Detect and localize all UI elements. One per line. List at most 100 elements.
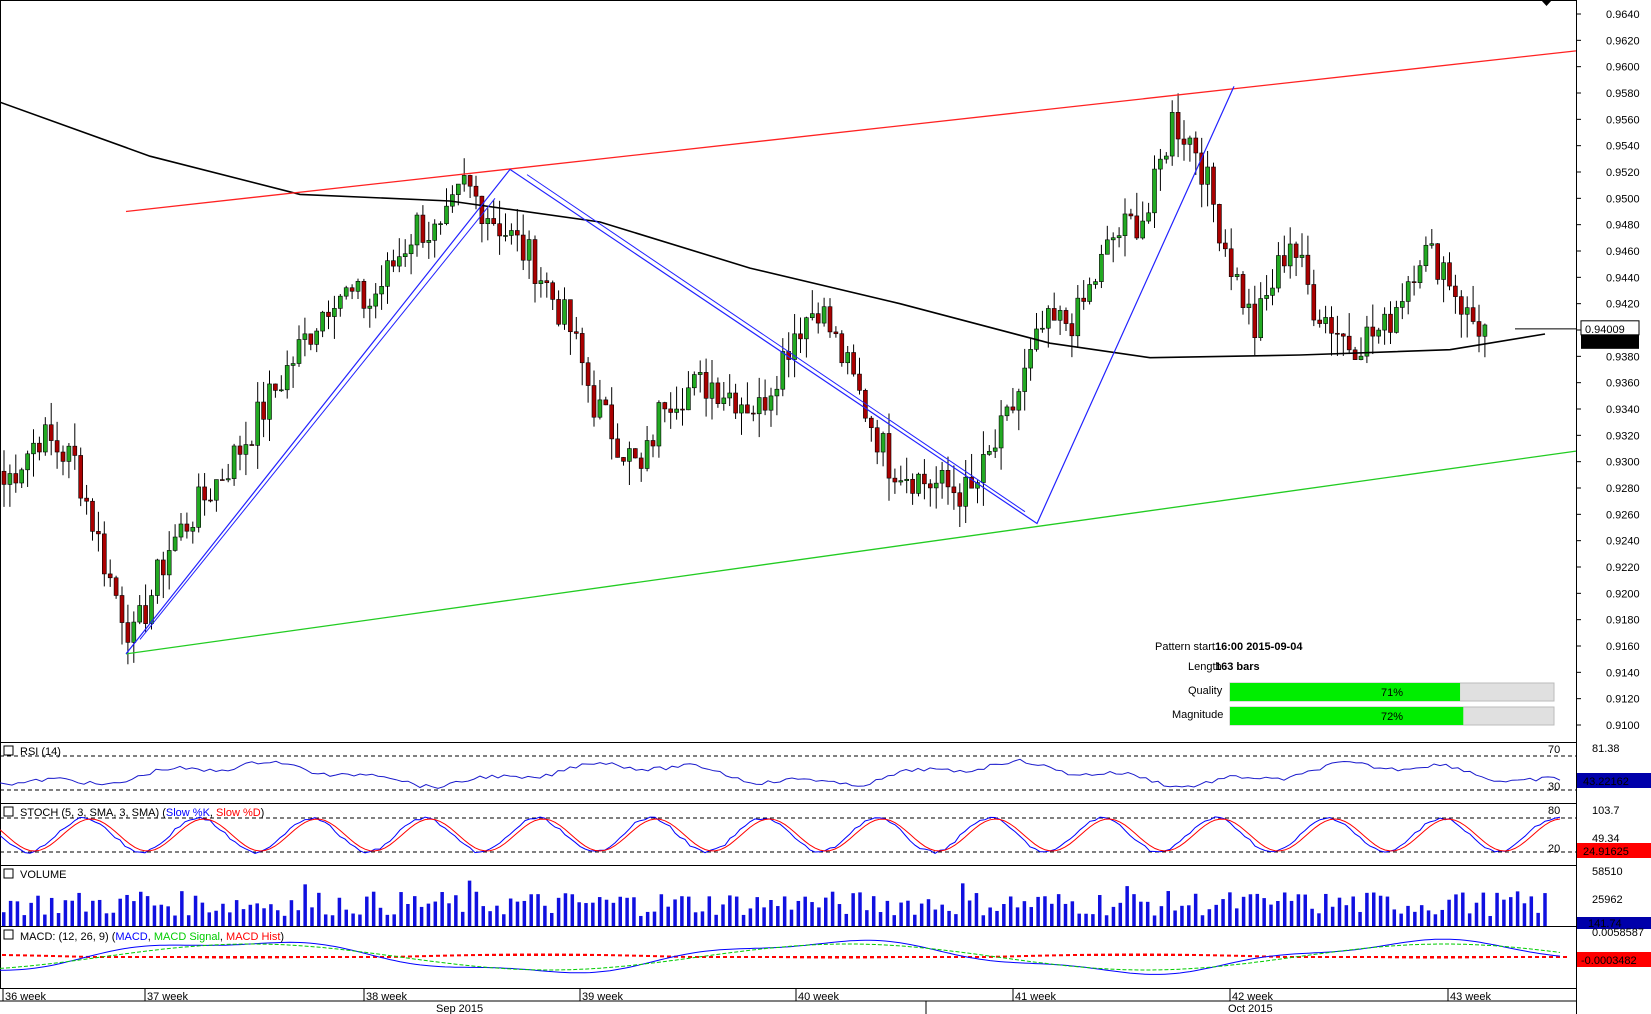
macd-hist-bar (1514, 956, 1518, 958)
macd-hist-bar (436, 954, 440, 957)
volume-bar (289, 900, 294, 926)
macd-signal-line (0, 943, 1561, 971)
volume-bar (1022, 901, 1027, 926)
volume-bar (1221, 899, 1225, 926)
candle (756, 397, 762, 415)
macd-hist-bar (933, 956, 937, 958)
candle (267, 383, 272, 420)
macd-hist-bar (506, 953, 510, 956)
volume-bar (673, 899, 677, 926)
candle (721, 397, 727, 404)
candle (243, 444, 249, 455)
macd-hist-bar (1339, 956, 1343, 958)
volume-bar (1358, 911, 1362, 926)
volume-bar (186, 915, 191, 926)
candle (1388, 313, 1393, 333)
volume-bar (262, 908, 266, 926)
macd-hist-bar (380, 956, 384, 958)
month-label-1: Oct 2015 (1228, 1003, 1273, 1014)
week-label-1: 37 week (147, 991, 188, 1003)
volume-bar (1111, 906, 1116, 926)
macd-hist-bar (1549, 956, 1553, 958)
macd-hist-bar (968, 956, 972, 958)
volume-bar (1289, 900, 1294, 926)
scroll-marker-icon (1541, 0, 1552, 6)
macd-hist-bar (583, 953, 587, 956)
volume-bar (584, 903, 588, 926)
volume-bar (700, 911, 705, 926)
candle (337, 295, 343, 309)
volume-bar (125, 894, 129, 926)
candle (1405, 281, 1411, 302)
candle (1175, 112, 1181, 140)
macd-hist-bar (856, 956, 860, 959)
volume-bar (317, 892, 321, 926)
volume-bar (2, 912, 6, 926)
candle (1040, 327, 1045, 330)
macd-hist-bar (730, 956, 734, 958)
volume-bar (913, 914, 917, 926)
price-tick-label-17: 0.9300 (1606, 457, 1640, 469)
macd-hist-bar (1528, 956, 1532, 958)
macd-hist-bar (499, 953, 503, 956)
volume-bar (49, 897, 54, 926)
macd-hist-bar (401, 955, 405, 958)
macd-hist-bar (1430, 956, 1434, 959)
candle (1217, 204, 1222, 244)
volume-bar (1351, 896, 1355, 926)
zigzag-inner-line (139, 198, 496, 640)
rsi-title: RSI (14) (20, 746, 61, 758)
rsi-value-box (1577, 773, 1651, 788)
macd-hist-bar (226, 956, 230, 959)
macd-hist-bar (597, 953, 601, 956)
volume-bar (892, 915, 896, 926)
volume-bar (1036, 896, 1040, 926)
volume-bar (371, 891, 376, 926)
macd-hist-bar (688, 956, 692, 958)
macd-hist-bar (555, 953, 559, 956)
volume-bar (933, 909, 938, 926)
volume-bar (180, 891, 184, 926)
macd-hist-bar (16, 954, 20, 957)
volume-bar (406, 903, 410, 926)
candle (1181, 138, 1187, 145)
candle (1128, 213, 1134, 217)
volume-collapse-icon (3, 868, 14, 879)
volume-bar (1029, 907, 1033, 926)
candle (1187, 137, 1193, 145)
candle (1046, 308, 1051, 329)
volume-bar (152, 905, 157, 926)
volume-bar (132, 901, 136, 926)
macd-hist-bar (1388, 956, 1392, 959)
macd-hist-bar (1073, 953, 1077, 956)
volume-bar (1372, 892, 1376, 926)
candle (780, 351, 786, 390)
macd-hist-bar (660, 955, 664, 958)
candle (1382, 313, 1387, 331)
macd-hist-bar (758, 956, 762, 958)
volume-bar (1399, 913, 1403, 926)
candle (485, 218, 491, 225)
candle (845, 352, 851, 364)
macd-hist-bar (478, 953, 482, 956)
candle (1482, 324, 1488, 337)
candle (1158, 158, 1163, 170)
macd-hist-bar (261, 956, 265, 959)
zigzag-inner-line (526, 174, 1026, 513)
macd-hist-bar (296, 956, 300, 959)
volume-bar (1015, 907, 1020, 926)
macd-hist-bar (65, 955, 69, 958)
candle (1394, 307, 1399, 333)
macd-hist-bar (744, 956, 748, 958)
volume-bar (159, 904, 164, 926)
macd-hist-bar (1248, 955, 1252, 958)
macd-hist-bar (751, 956, 755, 958)
stoch-top-label: 103.7 (1592, 805, 1620, 817)
candle (691, 374, 697, 389)
price-tick-label-0: 0.9640 (1606, 9, 1640, 21)
volume-bar (36, 895, 40, 926)
week-label-0: 36 week (5, 991, 46, 1003)
candle (562, 299, 567, 325)
stoch-mid-label: 49.34 (1592, 833, 1620, 845)
